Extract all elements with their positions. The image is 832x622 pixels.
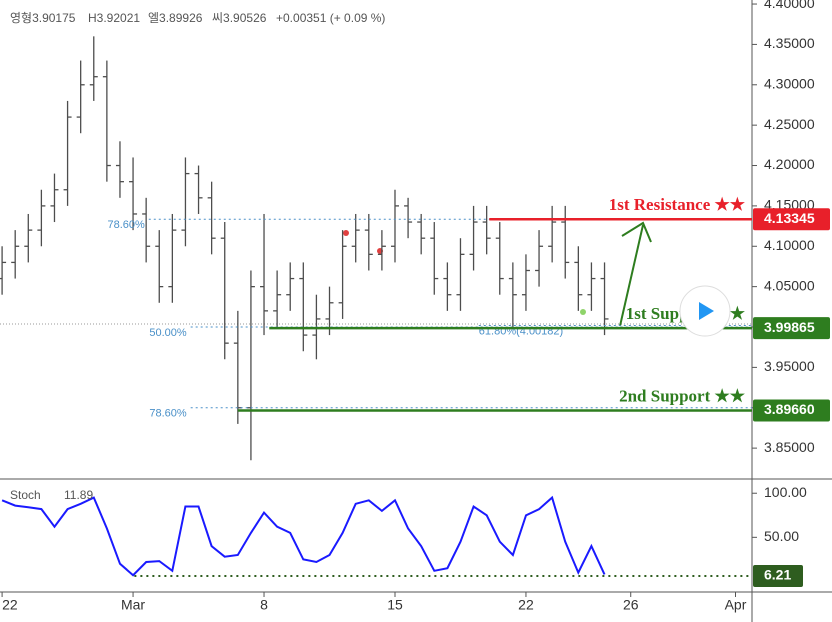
level-tag — [753, 399, 830, 422]
x-tick-label: 8 — [260, 597, 268, 613]
arrow-head — [621, 221, 652, 243]
level-tag — [753, 208, 830, 231]
y-tick-label: 3.85000 — [764, 439, 815, 455]
level-label: 1st Resistance ★★ — [609, 195, 746, 214]
stoch-tag — [753, 564, 803, 587]
header-text: 엘3.89926 — [148, 11, 203, 25]
stoch-last: 11.89 — [64, 488, 93, 502]
arrow — [619, 224, 644, 327]
y-tick-label: 4.05000 — [764, 277, 815, 293]
y-tick-label: 4.25000 — [764, 116, 815, 132]
x-tick-label: Mar — [121, 597, 145, 613]
stoch-name: Stoch — [10, 488, 41, 502]
y-tick-label: 4.30000 — [764, 75, 815, 91]
x-tick-label: 22 — [518, 597, 534, 613]
level-label: 2nd Support ★★ — [619, 386, 746, 405]
play-icon — [699, 302, 714, 320]
level-value: 3.99865 — [764, 319, 815, 335]
level-tag — [753, 317, 830, 340]
y-tick-label: 3.95000 — [764, 358, 815, 374]
y-tick-label: 100.00 — [764, 484, 807, 500]
y-tick-label: 4.40000 — [764, 0, 815, 11]
fib-label: 50.00% — [149, 327, 187, 339]
level-value: 3.89660 — [764, 401, 815, 417]
fib-label: 78.60% — [149, 408, 187, 420]
stoch-tag-value: 6.21 — [764, 567, 791, 583]
header-text: +0.00351 (+ 0.09 %) — [276, 11, 385, 25]
y-tick-label: 4.35000 — [764, 35, 815, 51]
header-text: 영형3.90175 — [10, 11, 76, 25]
x-tick-label: 15 — [387, 597, 403, 613]
x-tick-label: 26 — [623, 597, 639, 613]
y-tick-label: 4.10000 — [764, 237, 815, 253]
header-text: H3.92021 — [88, 11, 140, 25]
y-tick-label: 4.20000 — [764, 156, 815, 172]
stoch-line — [1, 495, 606, 577]
header-text: 씨3.90526 — [212, 11, 267, 25]
y-tick-label: 50.00 — [764, 528, 799, 544]
x-tick-label: Apr — [725, 597, 747, 613]
marker — [343, 230, 349, 236]
level-value: 4.13345 — [764, 210, 815, 226]
x-tick-label: 22 — [2, 597, 18, 613]
fib-label: 78.60% — [107, 219, 145, 231]
marker — [580, 309, 586, 315]
